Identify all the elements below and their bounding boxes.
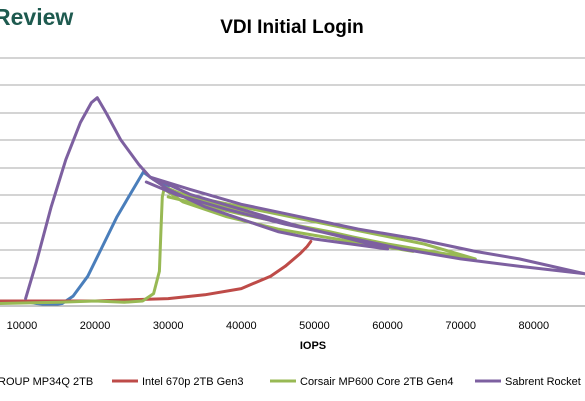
x-tick-label: 70000 — [445, 320, 476, 332]
x-tick-label: 30000 — [153, 320, 184, 332]
x-tick-label: 80000 — [519, 320, 550, 332]
legend-label-3: Corsair MP600 Core 2TB Gen4 — [300, 376, 453, 388]
chart-title: VDI Initial Login — [220, 17, 364, 38]
grid-lines — [0, 57, 585, 279]
legend-label-1: ROUP MP34Q 2TB — [0, 376, 93, 388]
brand-logo-text: Review — [0, 4, 73, 30]
x-tick-label: 50000 — [299, 320, 330, 332]
legend-label-4: Sabrent Rocket — [505, 376, 581, 388]
series-line-1 — [0, 170, 170, 307]
x-tick-label: 40000 — [226, 320, 257, 332]
legend-label-2: Intel 670p 2TB Gen3 — [142, 376, 244, 388]
x-axis-label: IOPS — [300, 340, 326, 352]
x-tick-label: 60000 — [372, 320, 403, 332]
series-line-4 — [24, 96, 585, 301]
x-tick-label: 10000 — [7, 320, 38, 332]
x-tick-labels: 10000 20000 30000 40000 50000 60000 70000 80000 — [7, 320, 549, 332]
x-tick-label: 20000 — [80, 320, 111, 332]
legend: ROUP MP34Q 2TB Intel 670p 2TB Gen3 Corsair… — [0, 376, 581, 388]
series-lines — [0, 96, 585, 307]
